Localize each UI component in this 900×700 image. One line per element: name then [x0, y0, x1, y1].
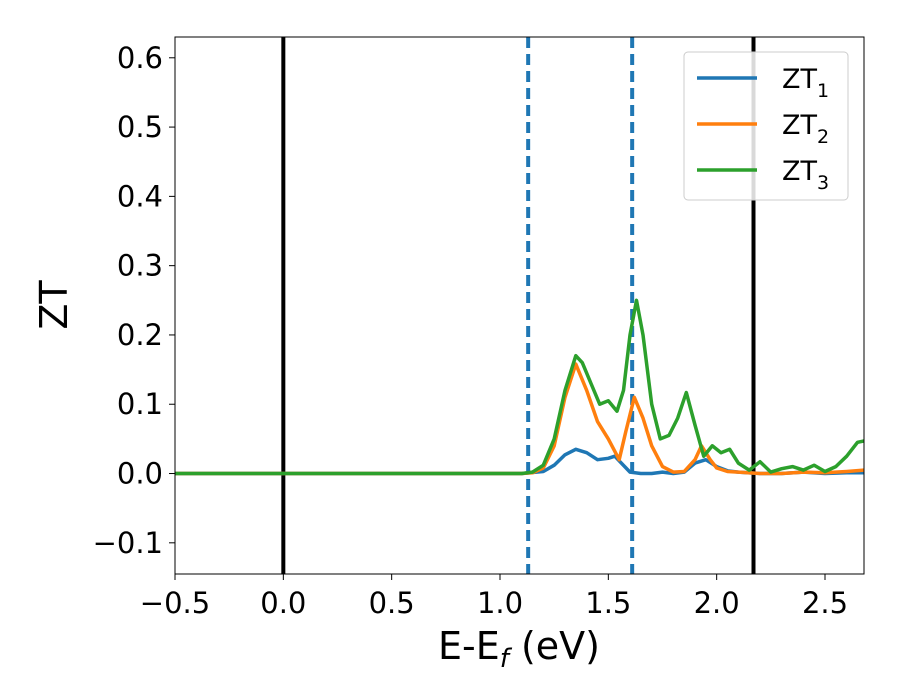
x-tick-label: 1.5: [585, 586, 631, 620]
y-tick-label: 0.6: [117, 41, 163, 75]
y-tick-label: 0.0: [117, 457, 163, 491]
x-tick-label: 1.0: [477, 586, 523, 620]
y-axis-label: ZT: [32, 280, 76, 330]
legend: ZT1 ZT2 ZT3: [683, 51, 849, 201]
x-tick-label: −0.5: [140, 586, 210, 620]
x-axis-label: E-Ef (eV): [438, 624, 600, 674]
plot-frame: [174, 36, 865, 575]
y-tick-label: 0.5: [117, 110, 163, 144]
y-tick-label: −0.1: [93, 526, 163, 560]
legend-frame: [683, 51, 849, 201]
x-tick-label: 0.5: [369, 586, 415, 620]
x-tick-label: 2.5: [802, 586, 848, 620]
legend-label-zt2: ZT2: [782, 110, 829, 148]
y-tick-label: 0.1: [117, 387, 163, 421]
x-axis-label-main: E-E: [438, 624, 500, 668]
x-tick-label: 2.0: [694, 586, 740, 620]
y-tick-label: 0.4: [117, 179, 163, 213]
series-line-zt3: [175, 298, 864, 476]
x-tick-label: 0.0: [260, 586, 306, 620]
y-tick-label: 0.3: [117, 249, 163, 283]
y-tick-label: 0.2: [117, 318, 163, 352]
legend-label-zt3: ZT3: [782, 156, 829, 194]
legend-label-zt1: ZT1: [782, 64, 829, 102]
x-axis-label-unit: (eV): [509, 624, 600, 668]
